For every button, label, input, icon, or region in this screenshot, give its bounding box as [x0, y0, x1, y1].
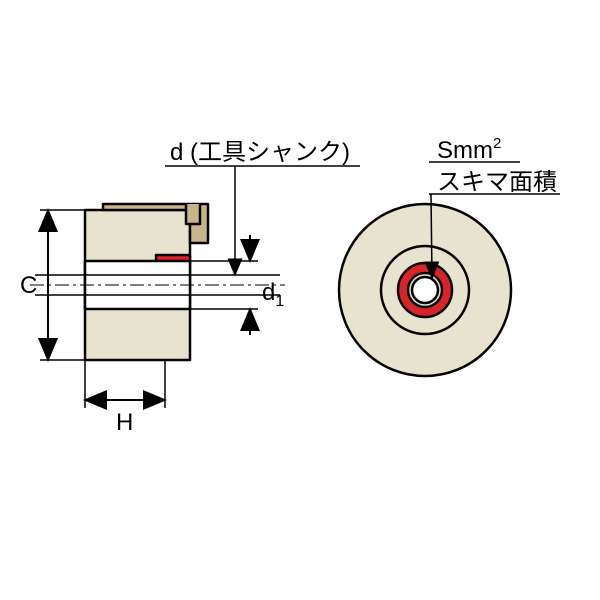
- front-view: [339, 204, 511, 376]
- leader-Smm: [431, 194, 432, 278]
- label-clearance-area: スキマ面積: [437, 169, 557, 196]
- label-d-shank: d (工具シャンク): [170, 139, 350, 166]
- front-bore: [412, 277, 438, 303]
- label-d1: d1: [262, 279, 284, 310]
- cap-notch: [186, 204, 200, 224]
- label-Smm2: Smm2: [437, 135, 501, 164]
- label-H: H: [116, 409, 133, 436]
- side-view: [30, 204, 285, 360]
- label-C: C: [20, 272, 37, 299]
